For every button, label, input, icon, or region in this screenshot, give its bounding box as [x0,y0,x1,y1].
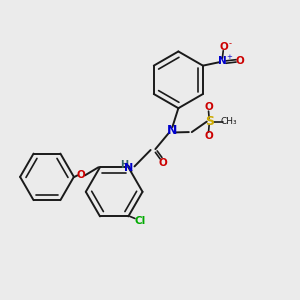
Text: CH₃: CH₃ [221,117,237,126]
Text: Cl: Cl [135,216,146,226]
Text: S: S [205,115,214,128]
Text: N: N [124,163,134,173]
Text: +: + [226,54,232,60]
Text: O: O [235,56,244,66]
Text: N: N [218,56,227,66]
Text: -: - [229,39,232,48]
Text: N: N [167,124,178,137]
Text: H: H [120,160,128,170]
Text: O: O [220,42,228,52]
Text: O: O [205,102,213,112]
Text: O: O [77,170,86,180]
Text: O: O [205,131,213,141]
Text: O: O [158,158,167,168]
